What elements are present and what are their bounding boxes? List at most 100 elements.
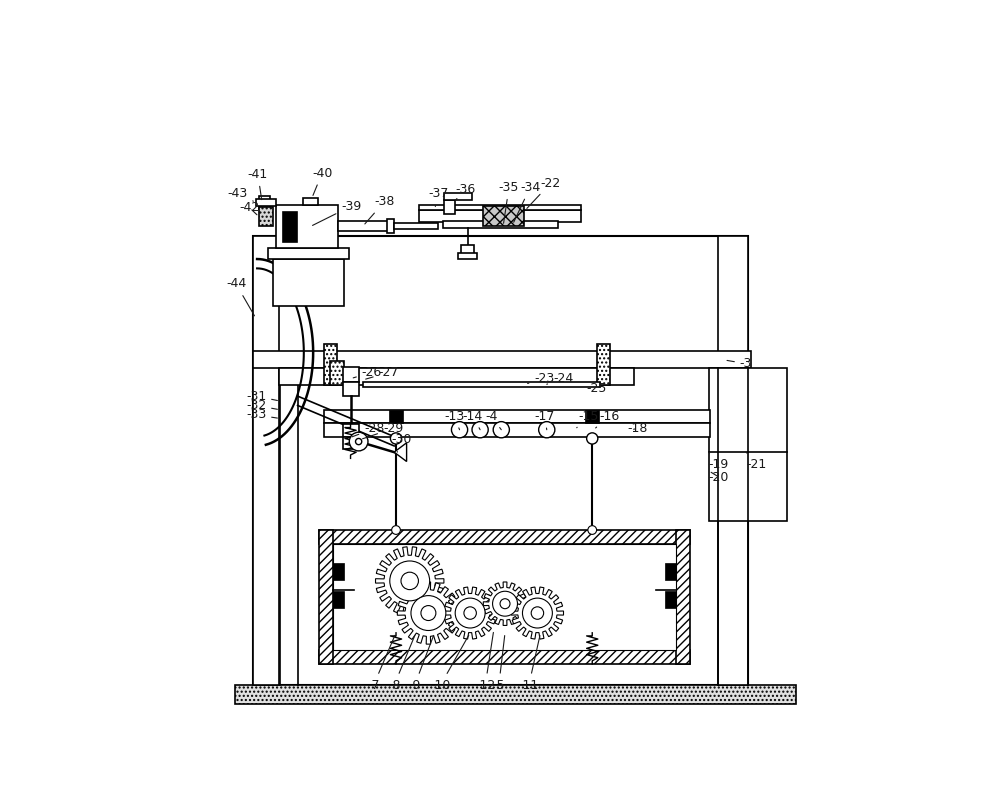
Text: -28: -28 — [352, 422, 385, 437]
Circle shape — [390, 561, 430, 601]
Text: -37: -37 — [428, 187, 449, 206]
Text: -40: -40 — [312, 167, 332, 196]
Circle shape — [493, 421, 509, 438]
Text: -27: -27 — [366, 366, 399, 379]
Text: -18: -18 — [628, 422, 648, 435]
Circle shape — [522, 598, 552, 628]
Bar — [279, 368, 634, 385]
Bar — [253, 236, 748, 684]
Bar — [333, 544, 676, 650]
Text: -29: -29 — [363, 422, 403, 438]
Text: -42: -42 — [240, 201, 260, 214]
Text: -33: -33 — [246, 409, 277, 421]
Bar — [461, 245, 474, 254]
Bar — [330, 361, 344, 385]
Bar — [419, 210, 581, 222]
Text: -22: -22 — [527, 176, 561, 209]
Circle shape — [421, 606, 436, 621]
Bar — [665, 591, 676, 608]
Circle shape — [472, 421, 488, 438]
Circle shape — [392, 526, 400, 535]
Circle shape — [390, 433, 402, 444]
Bar — [676, 530, 690, 664]
Text: -4: -4 — [485, 409, 501, 430]
Text: -10: -10 — [430, 635, 469, 692]
Bar — [444, 201, 455, 214]
Text: -43: -43 — [227, 187, 253, 201]
Bar — [324, 423, 710, 437]
Bar — [343, 424, 359, 437]
Bar — [419, 205, 581, 210]
Bar — [253, 350, 751, 368]
Text: -36: -36 — [455, 183, 475, 201]
Bar — [235, 684, 796, 705]
Bar — [259, 196, 270, 210]
Bar — [483, 206, 524, 226]
Circle shape — [464, 607, 476, 619]
Text: -34: -34 — [514, 181, 540, 222]
Bar — [458, 253, 477, 259]
Bar — [585, 410, 599, 423]
Polygon shape — [394, 443, 407, 461]
Text: -19: -19 — [709, 452, 729, 471]
Text: -3: -3 — [727, 358, 752, 371]
Bar — [665, 563, 676, 579]
Text: -16: -16 — [596, 409, 620, 428]
Text: -39: -39 — [313, 200, 361, 226]
Bar — [387, 219, 394, 233]
Text: -7: -7 — [367, 635, 395, 692]
Polygon shape — [511, 587, 563, 639]
Text: -23: -23 — [528, 372, 555, 385]
Text: -9: -9 — [408, 635, 434, 692]
Text: -13: -13 — [444, 409, 464, 430]
Circle shape — [455, 598, 485, 628]
Circle shape — [587, 433, 598, 444]
Text: -30: -30 — [391, 433, 411, 452]
Bar — [283, 212, 297, 242]
Polygon shape — [483, 582, 527, 625]
Bar — [276, 205, 338, 248]
Circle shape — [451, 421, 468, 438]
Polygon shape — [376, 547, 444, 615]
Text: -21: -21 — [746, 452, 766, 471]
Bar — [343, 437, 359, 449]
Text: -41: -41 — [248, 167, 268, 200]
Circle shape — [401, 572, 418, 590]
Text: -32: -32 — [246, 399, 277, 412]
Text: -31: -31 — [246, 390, 277, 403]
Bar — [253, 236, 279, 684]
Circle shape — [349, 432, 368, 451]
Text: -26: -26 — [353, 366, 382, 379]
Text: -44: -44 — [226, 277, 254, 316]
Bar — [444, 193, 472, 201]
Text: -35: -35 — [499, 181, 519, 223]
Bar — [333, 591, 344, 608]
Bar — [443, 221, 558, 228]
Bar — [273, 259, 344, 306]
Circle shape — [411, 595, 446, 630]
Bar — [343, 366, 359, 383]
Polygon shape — [397, 582, 459, 644]
Bar — [324, 410, 710, 423]
Bar — [709, 368, 787, 521]
Text: -11: -11 — [519, 636, 540, 692]
Bar — [394, 223, 438, 229]
Bar — [324, 345, 337, 385]
Bar — [319, 530, 690, 544]
Text: -38: -38 — [365, 195, 395, 224]
Bar — [319, 530, 333, 664]
Bar — [256, 199, 276, 206]
Bar — [259, 207, 273, 226]
Bar — [597, 345, 610, 385]
Text: -8: -8 — [388, 635, 415, 692]
Circle shape — [356, 438, 362, 445]
Bar — [319, 650, 690, 664]
Circle shape — [493, 591, 517, 616]
Bar — [333, 563, 344, 579]
Text: -5: -5 — [493, 636, 505, 692]
Bar — [303, 198, 318, 205]
Text: -14: -14 — [463, 409, 483, 430]
Text: -15: -15 — [577, 409, 598, 428]
Text: -25: -25 — [586, 382, 606, 395]
Circle shape — [539, 421, 555, 438]
